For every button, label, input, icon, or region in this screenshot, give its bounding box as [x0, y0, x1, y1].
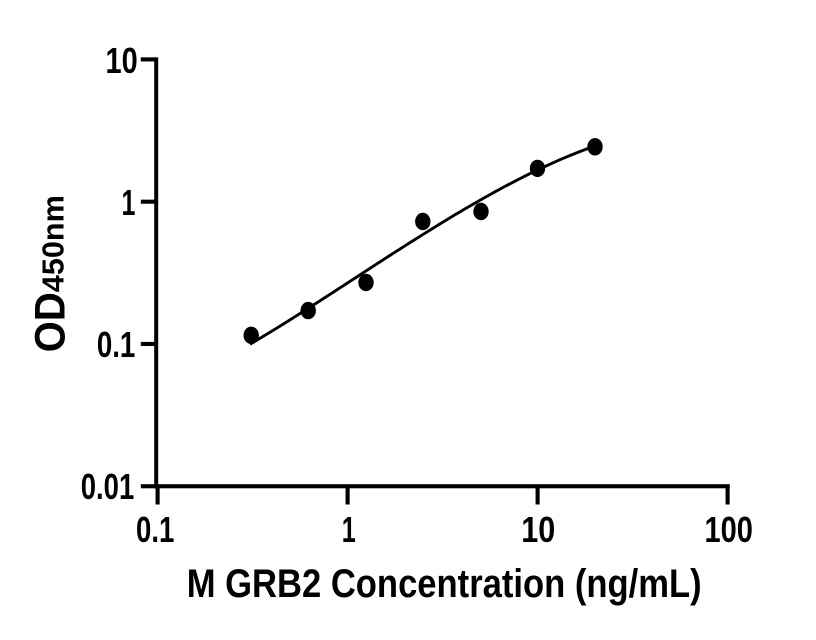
svg-text:10: 10: [521, 509, 555, 550]
svg-text:M GRB2 Concentration (ng/mL): M GRB2 Concentration (ng/mL): [187, 562, 702, 606]
svg-text:450nm: 450nm: [36, 195, 70, 292]
svg-text:0.1: 0.1: [136, 509, 174, 550]
svg-text:0.1: 0.1: [97, 324, 136, 365]
svg-text:1: 1: [122, 182, 136, 223]
svg-text:1: 1: [342, 509, 356, 550]
svg-text:OD: OD: [26, 292, 74, 352]
svg-text:100: 100: [705, 509, 753, 550]
svg-text:0.01: 0.01: [81, 466, 135, 507]
svg-text:10: 10: [106, 40, 138, 81]
